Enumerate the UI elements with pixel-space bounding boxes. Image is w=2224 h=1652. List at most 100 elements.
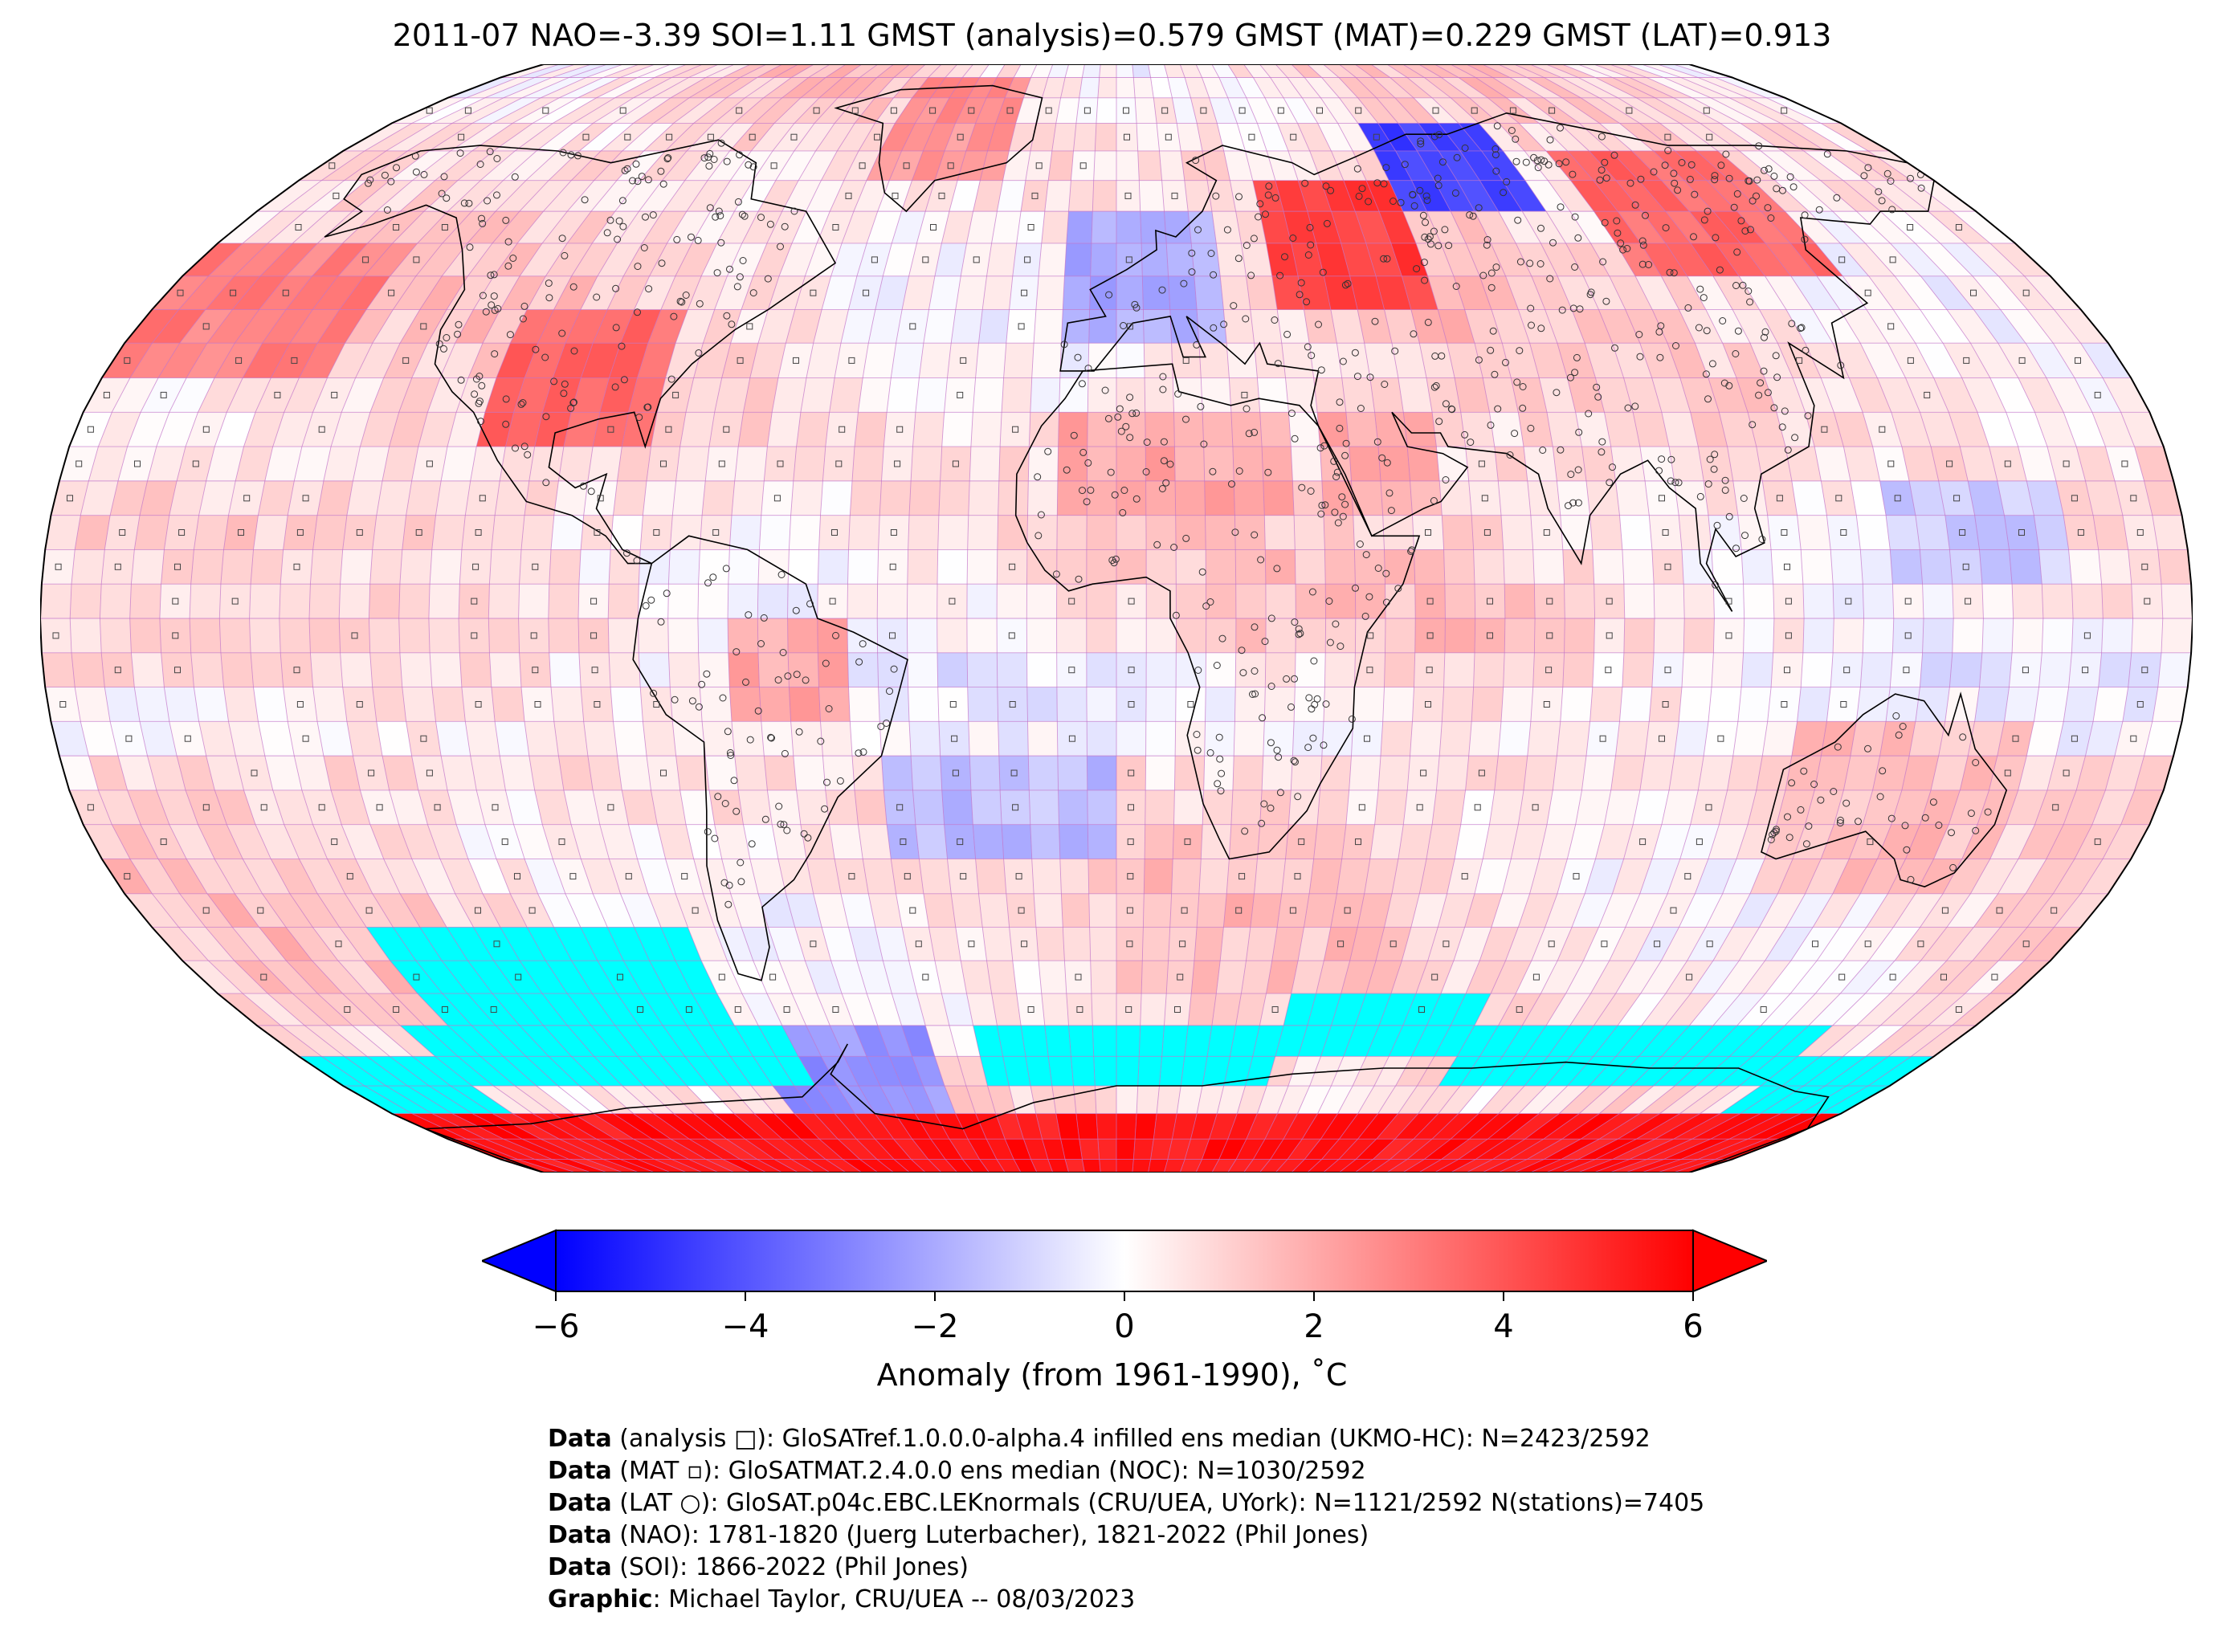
grid-cell [1175,515,1206,550]
grid-cell [1055,97,1079,124]
grid-cell [1180,1159,1202,1173]
grid-cell [986,961,1017,994]
grid-cell [1974,687,2010,722]
grid-cell [156,412,198,447]
grid-cell [949,1025,981,1057]
analysis-marker [952,460,959,467]
station-marker [1289,235,1297,242]
grid-cell [289,893,340,928]
grid-cell [1866,180,1928,212]
grid-cell [256,180,322,212]
analysis-marker [1543,701,1550,708]
station-marker [1558,306,1566,314]
grid-cell [617,211,663,243]
analysis-marker [1126,940,1133,948]
grid-cell [1145,447,1176,481]
grid-cell [492,211,544,243]
grid-cell [2144,721,2182,757]
station-marker [739,257,747,264]
grid-cell [856,77,895,98]
grid-cell [1051,1086,1076,1114]
grid-cell [1748,1113,1821,1140]
grid-cell [304,1025,367,1057]
station-marker [1770,172,1778,180]
grid-cell [1529,343,1568,378]
grid-cell [1961,377,2006,413]
grid-cell [339,584,370,618]
grid-cell [1868,927,1920,961]
grid-cell [1402,993,1441,1026]
grid-cell [1132,64,1151,78]
analysis-marker [177,289,184,296]
grid-cell [1732,480,1768,516]
analysis-marker [1546,598,1553,605]
grid-cell [1073,123,1096,151]
analysis-marker [1996,907,2003,914]
robinson-world-map [40,64,2193,1173]
grid-cell [1285,377,1318,413]
grid-cell [1068,180,1094,212]
grid-cell [877,1025,912,1057]
grid-cell [571,243,618,276]
grid-cell [1680,1139,1749,1160]
grid-cell [439,343,483,378]
grid-cell [1785,211,1841,243]
station-marker [1613,217,1621,225]
grid-cell [1612,77,1674,98]
grid-cell [243,859,290,894]
grid-cell [1398,123,1439,151]
station-marker [1160,457,1168,465]
analysis-marker [1599,735,1606,742]
grid-cell [1466,961,1506,994]
grid-cell [525,1056,580,1086]
grid-cell [1023,77,1048,98]
analysis-marker [590,598,598,605]
grid-cell [1802,584,1834,618]
station-marker [484,197,492,205]
grid-cell [1540,961,1584,994]
grid-cell [1687,275,1733,310]
station-marker [1128,410,1136,418]
grid-cell [608,618,639,653]
station-marker [509,255,517,262]
grid-cell [911,756,942,790]
grid-cell [255,824,300,859]
grid-cell [1194,275,1224,310]
grid-cell [758,1025,799,1057]
station-marker [1112,555,1120,563]
grid-cell [1793,377,1834,413]
grid-cell [1291,64,1322,78]
analysis-marker [874,133,881,141]
grid-cell [2134,447,2174,481]
grid-cell [2047,756,2086,790]
grid-cell [279,584,311,618]
station-marker [574,152,582,160]
grid-cell [1173,824,1203,859]
grid-cell [1821,480,1857,516]
station-marker [746,736,754,744]
station-marker [1223,226,1231,234]
analysis-marker [2141,667,2149,674]
analysis-marker [1483,529,1491,536]
station-marker [1712,581,1720,589]
grid-cell [875,275,909,310]
station-marker [1313,695,1321,703]
grid-cell [2152,515,2188,550]
analysis-marker [420,323,427,330]
grid-cell [617,993,663,1026]
grid-cell [1148,1159,1168,1173]
grid-cell [1403,412,1437,447]
grid-cell [726,1139,774,1160]
grid-cell [1392,343,1426,378]
station-marker [1601,158,1609,166]
grid-cell [1353,687,1385,722]
station-marker [1805,822,1813,830]
grid-cell [2034,687,2069,722]
grid-cell [1518,789,1553,825]
analysis-marker [202,804,210,811]
station-marker [1306,223,1314,231]
station-marker [768,734,775,742]
analysis-marker [426,460,433,467]
grid-cell [553,343,594,378]
station-marker [1034,473,1042,481]
